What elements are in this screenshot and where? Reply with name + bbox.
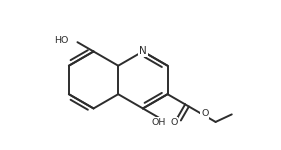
Text: O: O [201,109,209,118]
Text: OH: OH [152,118,166,127]
Text: HO: HO [54,36,68,45]
Text: O: O [170,118,178,127]
Text: N: N [139,46,147,56]
